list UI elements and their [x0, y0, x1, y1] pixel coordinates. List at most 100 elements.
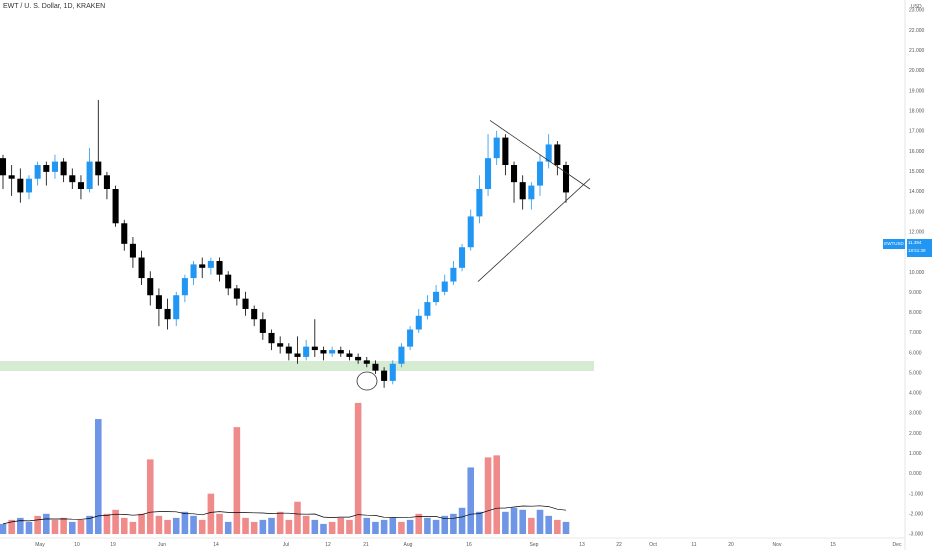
volume-bar: [554, 519, 561, 534]
candle-body: [329, 350, 336, 354]
volume-bar: [432, 519, 440, 534]
candle-body: [562, 165, 570, 193]
price-axis-tick: 17.000: [909, 129, 925, 135]
volume-series: [0, 402, 570, 534]
candle-body: [25, 178, 33, 193]
volume-bar: [120, 517, 128, 534]
candle-body: [77, 182, 84, 190]
candle-body: [0, 158, 7, 176]
price-axis-tick: -1.000: [909, 491, 923, 497]
price-axis-tick: 6.000: [909, 350, 922, 356]
candlestick-series: [0, 99, 570, 388]
volume-bar: [60, 517, 67, 534]
candle-body: [372, 363, 379, 371]
lower-trendline[interactable]: [477, 178, 591, 282]
time-axis-tick: Nov: [773, 542, 782, 548]
upper-trendline[interactable]: [489, 120, 591, 190]
volume-bar: [337, 517, 345, 534]
volume-bar: [311, 519, 319, 534]
volume-moving-average: [2, 505, 567, 525]
volume-bar: [502, 511, 509, 534]
last-price-value: 11.394: [908, 240, 922, 245]
candle-body: [8, 175, 15, 179]
candle-body: [129, 243, 136, 258]
time-axis-tick: 16: [466, 542, 472, 548]
price-axis-tick: 5.000: [909, 371, 922, 377]
candle-body: [268, 332, 275, 344]
volume-bar: [103, 513, 111, 534]
time-axis-tick: May: [35, 542, 45, 548]
candle-body: [441, 281, 448, 292]
volume-bar: [138, 513, 145, 534]
candle-body: [164, 308, 171, 320]
last-price-badge: 11.394 18:51:39: [907, 239, 932, 257]
price-axis-tick: 18.000: [909, 108, 925, 114]
volume-bar: [69, 521, 76, 534]
symbol-price-tag: EWTUSD: [883, 239, 905, 249]
time-axis-tick: 12: [325, 542, 331, 548]
candle-body: [510, 165, 518, 183]
volume-bar: [354, 402, 362, 534]
volume-bar: [372, 521, 379, 534]
price-axis-tick: 21.000: [909, 48, 925, 54]
price-axis-tick: 15.000: [909, 169, 925, 175]
candle-body: [112, 189, 119, 224]
price-axis-tick: 7.000: [909, 330, 922, 336]
volume-bar: [198, 519, 206, 534]
volume-bar: [34, 515, 41, 534]
volume-bar: [259, 519, 267, 534]
volume-bar: [441, 515, 449, 534]
candle-body: [294, 353, 301, 357]
candle-body: [190, 264, 197, 279]
volume-bar: [190, 515, 197, 534]
time-axis-tick: Sep: [530, 542, 539, 548]
volume-bar: [112, 509, 119, 534]
volume-bar: [268, 517, 275, 534]
time-axis-tick: 14: [213, 542, 219, 548]
candle-body: [233, 288, 240, 299]
volume-bar: [17, 517, 24, 534]
candle-body: [337, 350, 344, 354]
volume-bar: [346, 519, 353, 534]
price-axis-tick: 23.000: [909, 8, 925, 14]
time-axis-tick: 21: [363, 542, 369, 548]
candle-body: [355, 356, 362, 361]
candle-body: [363, 360, 370, 364]
time-axis-tick: Dec: [893, 542, 902, 548]
symbol-title[interactable]: EWT / U. S. Dollar, 1D, KRAKEN: [3, 3, 106, 10]
volume-bar: [545, 515, 552, 534]
volume-bar: [172, 517, 180, 534]
countdown-value: 18:51:39: [908, 248, 926, 253]
time-axis[interactable]: May 10 19 Jun 14 Jul 12 21 Aug 16 Sep 13 22 Oct 11 20 No…: [35, 542, 902, 548]
volume-bar: [519, 509, 526, 534]
candle-body: [433, 291, 440, 303]
volume-bar: [467, 467, 475, 534]
volume-bar: [86, 515, 93, 534]
volume-bar: [562, 521, 570, 534]
price-axis[interactable]: 23.000 22.000 21.000 20.000 19.000 18.000 17.0…: [909, 8, 925, 538]
volume-bar: [294, 501, 301, 534]
candle-body: [155, 295, 162, 309]
volume-bar: [285, 519, 293, 534]
volume-bar: [493, 455, 500, 534]
highlight-circle: [356, 371, 378, 391]
candle-body: [545, 144, 552, 162]
candle-body: [467, 216, 474, 248]
price-axis-tick: 1.000: [909, 451, 922, 457]
candle-body: [173, 295, 180, 320]
volume-bar: [380, 519, 388, 534]
candle-body: [86, 161, 93, 190]
candle-body: [60, 161, 67, 176]
volume-bar: [484, 457, 492, 534]
candle-body: [242, 298, 249, 309]
candle-body: [95, 161, 102, 176]
candle-body: [34, 165, 41, 179]
currency-label: USD: [911, 4, 922, 10]
volume-bar: [528, 517, 535, 534]
time-axis-tick: 22: [616, 542, 622, 548]
price-axis-tick: 10.000: [909, 270, 925, 276]
volume-bar: [242, 517, 249, 534]
candle-body: [17, 178, 24, 193]
volume-bar: [77, 519, 85, 534]
